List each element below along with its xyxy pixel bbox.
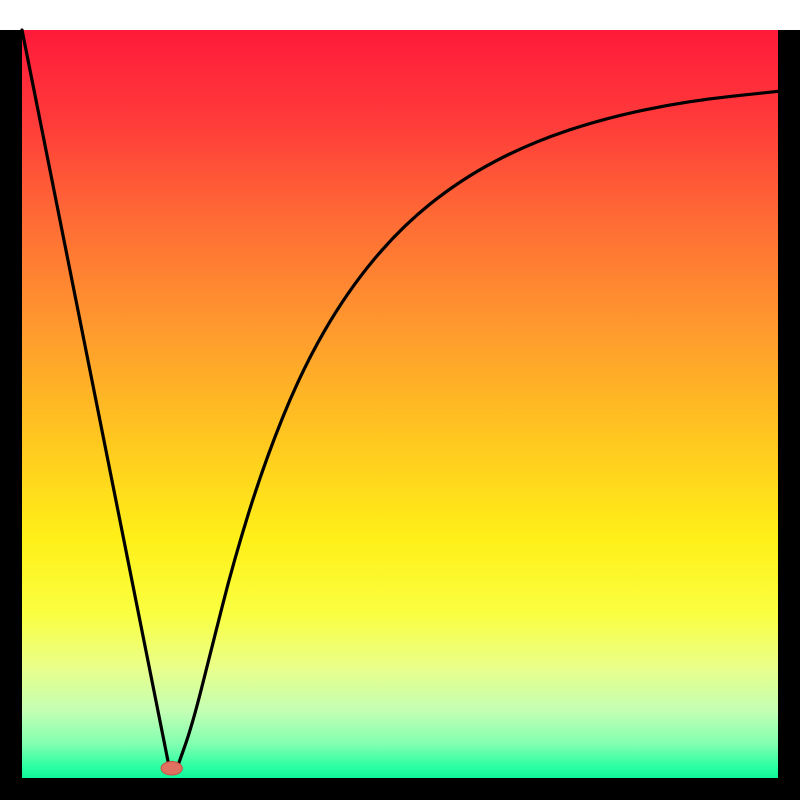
plot-svg [0,0,800,800]
chart-container: TheBottleneck.com [0,0,800,800]
valley-marker [161,762,182,775]
top-strip-mask [0,0,800,30]
plot-area [22,30,778,778]
